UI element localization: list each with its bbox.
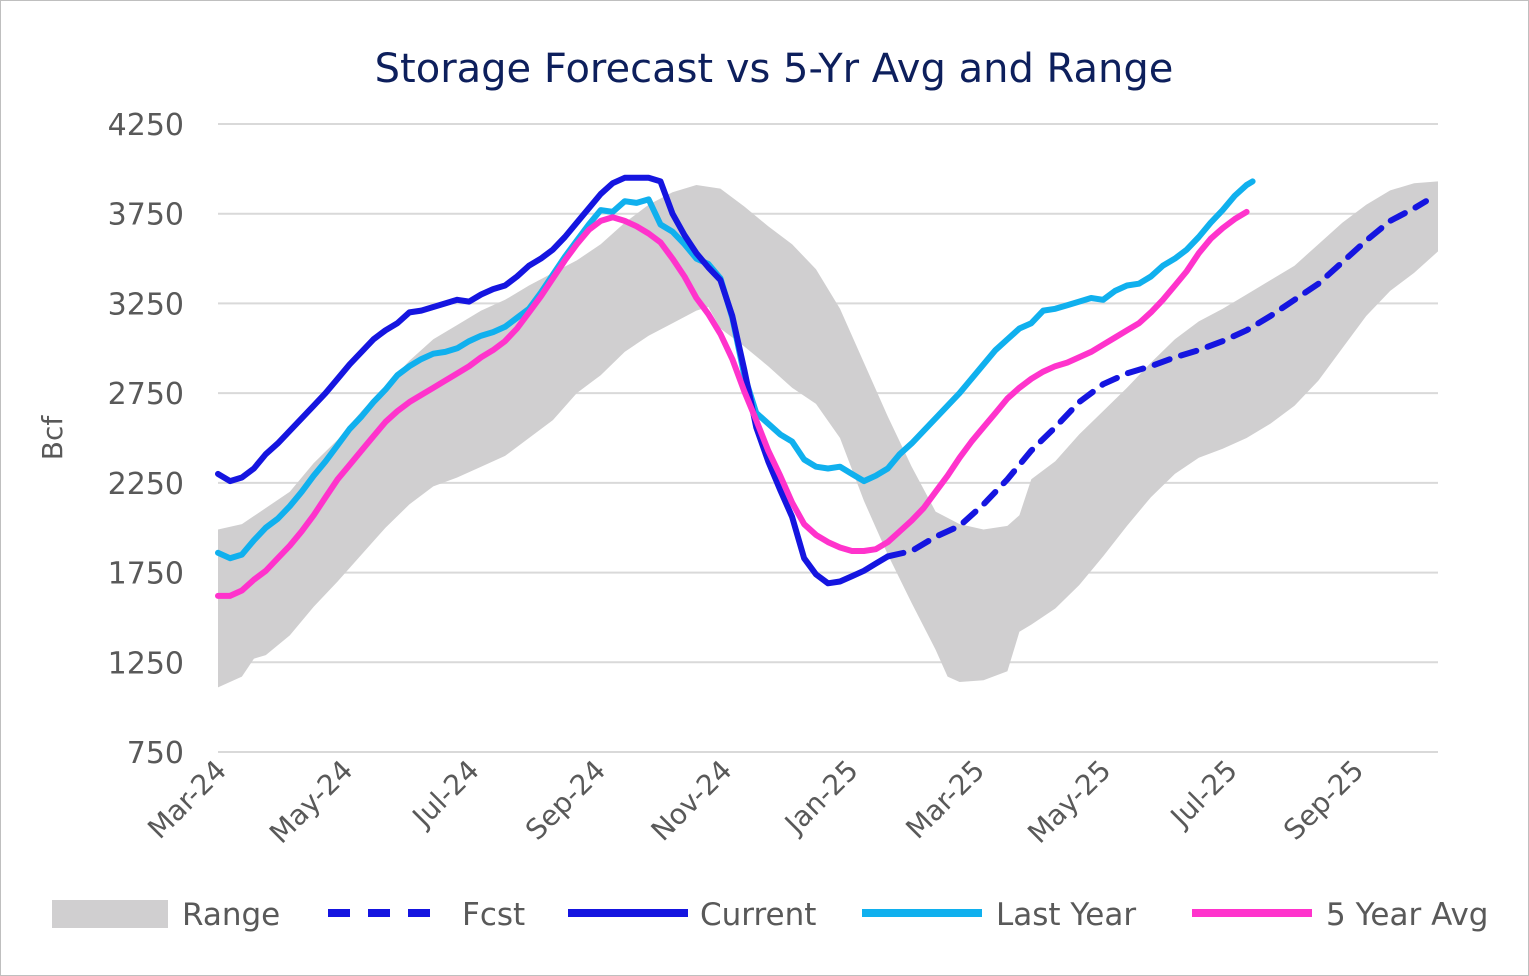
x-tick-May-25: May-25 [1021,754,1117,850]
y-tick-2750: 2750 [108,377,184,412]
y-tick-3250: 3250 [108,287,184,322]
x-tick-Sep-24: Sep-24 [519,754,612,847]
legend-current-label: Current [700,897,816,933]
chart-title: Storage Forecast vs 5-Yr Avg and Range [375,46,1174,92]
range-band [218,181,1438,688]
x-tick-Jul-25: Jul-25 [1163,754,1244,835]
legend-range-swatch [52,900,168,928]
x-tick-May-24: May-24 [263,754,359,850]
y-tick-1750: 1750 [108,557,184,592]
y-tick-2250: 2250 [108,467,184,502]
y-tick-labels: 4250 3750 3250 2750 2250 1750 1250 750 [108,108,184,771]
x-tick-Jul-24: Jul-24 [405,754,486,835]
y-tick-750: 750 [127,736,184,771]
legend-5yr-avg-label: 5 Year Avg [1326,897,1488,933]
fcst-line [884,198,1429,560]
x-tick-Jan-25: Jan-25 [777,754,865,842]
y-axis-label: Bcf [36,415,69,461]
x-tick-labels: Mar-24 May-24 Jul-24 Sep-24 Nov-24 Jan-25 Mar-… [141,754,1370,850]
current-line [215,174,891,587]
x-tick-Nov-24: Nov-24 [645,754,739,848]
legend-fcst-label: Fcst [462,897,525,933]
legend: Range Fcst Current Last Year 5 Year Avg [52,897,1488,933]
y-tick-3750: 3750 [108,198,184,233]
legend-last-year-label: Last Year [996,897,1136,933]
series-layer [215,174,1438,688]
legend-range-label: Range [182,897,280,933]
y-tick-4250: 4250 [108,108,184,143]
x-tick-Mar-25: Mar-25 [899,754,991,846]
y-tick-1250: 1250 [108,646,184,681]
avg5-line [215,208,1250,599]
x-tick-Sep-25: Sep-25 [1277,754,1370,847]
